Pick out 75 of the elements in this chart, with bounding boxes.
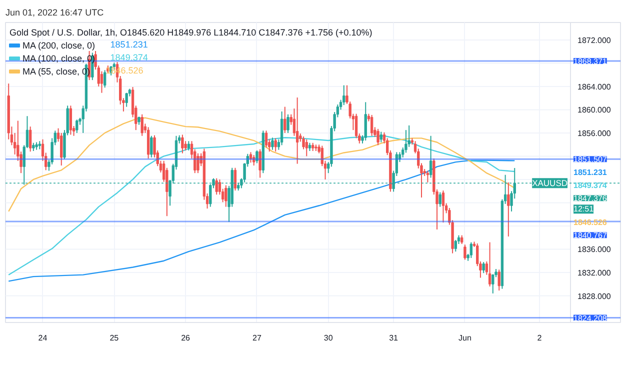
candlestick: [342, 84, 346, 106]
y-tick-label: 1856.000: [578, 128, 612, 138]
text: Gold Spot / U.S. Dollar, 1h, O1845.620 H1849.976 L1844.710 C1847.376 +1.756 (+0.10%): [10, 28, 372, 38]
candlestick: [274, 138, 277, 152]
candlestick: [140, 114, 144, 136]
line-series: [8, 160, 516, 282]
ref-line-label: 1824.208: [574, 314, 608, 323]
y-tick-label: 1864.000: [578, 82, 612, 92]
candlestick: [181, 134, 184, 154]
candlestick: [498, 269, 500, 292]
candlestick: [370, 114, 374, 136]
candlestick: [488, 242, 492, 287]
candlestick: [215, 178, 218, 196]
chart-subtitle: Jun 01, 2022 16:47 UTC: [6, 8, 104, 18]
candlestick: [507, 182, 510, 237]
candlestick: [376, 128, 380, 146]
y-tick-label: 1860.000: [578, 106, 612, 115]
candlestick: [305, 138, 308, 157]
x-tick-label: 30: [324, 334, 334, 342]
text: 1849.374: [574, 181, 607, 190]
line-series: [8, 135, 516, 276]
x-tick-label: 24: [38, 334, 48, 342]
x-tick-label: 31: [389, 334, 399, 342]
candlestick: [252, 154, 256, 166]
candlestick: [429, 135, 432, 178]
candlestick: [271, 137, 274, 150]
y-tick-label: 1836.000: [578, 245, 612, 254]
candlestick: [104, 70, 106, 88]
candlestick: [442, 190, 445, 223]
y-tick-label: 1872.000: [578, 36, 612, 45]
candlestick: [100, 70, 104, 94]
x-tick-label: Jun: [458, 334, 472, 342]
x-tick-label: 26: [181, 334, 191, 342]
annotation: XAUUSD: [532, 178, 568, 188]
candlestick: [258, 148, 262, 178]
text: 12:51: [574, 204, 594, 214]
candlestick: [125, 92, 128, 108]
candlestick: [60, 132, 63, 166]
candlestick: [296, 97, 299, 164]
candlestick: [438, 192, 442, 208]
x-tick-label: 2: [537, 334, 542, 342]
candlestick: [76, 119, 78, 134]
candlestick: [234, 167, 237, 192]
annotation: 1849.374: [110, 52, 148, 62]
text: 1851.231: [574, 168, 607, 178]
ref-line-label: 1840.767: [574, 231, 608, 240]
candlestick: [224, 184, 228, 208]
candlestick: [404, 130, 408, 154]
candlestick: [364, 102, 367, 142]
ref-line-label: 1847.376: [574, 194, 608, 204]
candlestick: [380, 131, 382, 143]
ref-line-label: 1851.507: [574, 155, 608, 164]
ref-line-label: 1868.371: [574, 57, 608, 66]
candlestick: [249, 152, 252, 164]
candlestick: [464, 244, 466, 260]
candlestick: [280, 110, 284, 146]
candlestick: [196, 152, 200, 174]
annotation: 1851.231: [110, 40, 148, 50]
candlestick: [150, 135, 153, 158]
candlestick: [470, 242, 472, 258]
legend-label: MA (200, close, 0): [22, 40, 96, 50]
y-tick-label: 1828.000: [578, 292, 612, 301]
candlestick: [284, 106, 286, 134]
candlestick: [184, 140, 187, 151]
candlestick: [482, 262, 485, 274]
candlestick: [29, 126, 32, 152]
candlestick: [69, 105, 72, 136]
candlestick: [187, 140, 190, 151]
x-tick-label: 27: [252, 334, 262, 342]
candlestick: [264, 130, 268, 148]
candlestick: [454, 239, 457, 252]
x-tick-label: 25: [110, 334, 120, 342]
candlestick: [286, 114, 290, 134]
candlestick: [256, 150, 258, 164]
y-tick-label: 1832.000: [578, 268, 612, 278]
